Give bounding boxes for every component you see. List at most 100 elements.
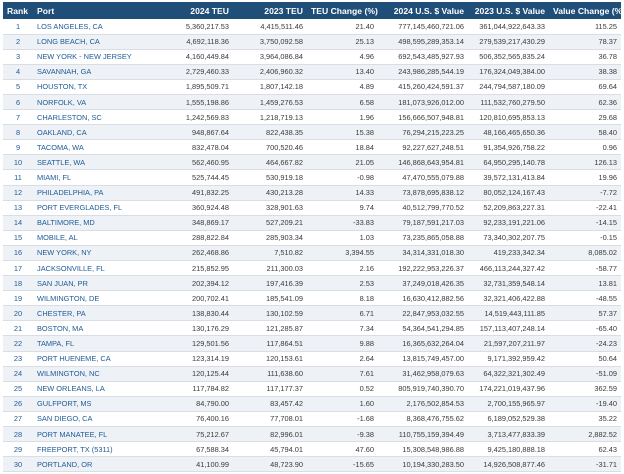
value-2024-cell: 181,073,926,012.00 [378, 94, 468, 111]
teu-change-cell: 21.05 [307, 154, 378, 171]
table-row[interactable]: 6 NORFOLK, VA 1,555,198.86 1,459,276.53 6.58… [3, 94, 621, 111]
header-teu-2024[interactable]: 2024 TEU [158, 2, 233, 19]
teu-2023-cell: 48,723.90 [233, 456, 307, 473]
table-row[interactable]: 10 SEATTLE, WA 562,460.95 464,667.82 21.05 14… [3, 154, 621, 171]
rank-cell: 21 [3, 320, 33, 337]
teu-change-cell: 1.96 [307, 109, 378, 126]
value-2024-cell: 10,194,330,283.50 [378, 456, 468, 473]
teu-2024-cell: 215,852.95 [158, 260, 233, 277]
value-2023-cell: 244,794,587,180.09 [468, 79, 549, 95]
rank-cell: 13 [3, 200, 33, 216]
value-2023-cell: 120,810,695,853.13 [468, 109, 549, 126]
teu-2023-cell: 430,213.28 [233, 185, 307, 201]
value-2023-cell: 506,352,565,835.24 [468, 49, 549, 65]
table-row[interactable]: 14 BALTIMORE, MD 348,869.17 527,209.21 -33.8… [3, 215, 621, 231]
value-change-cell: -0.15 [549, 230, 621, 246]
table-body: 1 LOS ANGELES, CA 5,360,217.53 4,415,511.46… [3, 19, 621, 473]
table-row[interactable]: 22 TAMPA, FL 129,501.56 117,864.51 9.88 16,36… [3, 335, 621, 352]
header-teu-2023[interactable]: 2023 TEU [233, 2, 307, 19]
port-cell: PORT HUENEME, CA [33, 351, 158, 367]
value-change-cell: -24.23 [549, 335, 621, 352]
table-row[interactable]: 11 MIAMI, FL 525,744.45 530,919.18 -0.98 47,4… [3, 169, 621, 186]
table-row[interactable]: 30 PORTLAND, OR 41,100.99 48,723.90 -15.65 10… [3, 456, 621, 473]
value-2024-cell: 156,666,507,948.81 [378, 109, 468, 126]
table-row[interactable]: 20 CHESTER, PA 138,830.44 130,102.59 6.71 22,… [3, 305, 621, 322]
value-2023-cell: 39,572,131,413.84 [468, 169, 549, 186]
port-cell: CHESTER, PA [33, 305, 158, 322]
value-2023-cell: 64,322,321,302.49 [468, 366, 549, 382]
table-row[interactable]: 15 MOBILE, AL 288,822.84 285,903.34 1.03 73,2… [3, 230, 621, 246]
value-change-cell: 2,882.52 [549, 426, 621, 443]
table-row[interactable]: 8 OAKLAND, CA 948,867.64 822,438.35 15.38 76,… [3, 124, 621, 141]
value-2023-cell: 111,532,760,279.50 [468, 94, 549, 111]
teu-2023-cell: 7,510.82 [233, 245, 307, 262]
table-row[interactable]: 23 PORT HUENEME, CA 123,314.19 120,153.61 2.… [3, 351, 621, 367]
table-row[interactable]: 7 CHARLESTON, SC 1,242,569.83 1,218,719.13 1… [3, 109, 621, 126]
value-2024-cell: 2,176,502,854.53 [378, 396, 468, 412]
table-row[interactable]: 19 WILMINGTON, DE 200,702.41 185,541.09 8.18… [3, 290, 621, 307]
teu-2024-cell: 4,160,449.84 [158, 49, 233, 65]
header-rank[interactable]: Rank [3, 2, 33, 19]
rank-cell: 4 [3, 64, 33, 80]
table-row[interactable]: 16 NEW YORK, NY 262,468.86 7,510.82 3,394.55… [3, 245, 621, 262]
table-row[interactable]: 18 SAN JUAN, PR 202,394.12 197,416.39 2.53 37… [3, 275, 621, 292]
teu-2023-cell: 130,102.59 [233, 305, 307, 322]
value-2024-cell: 8,368,476,755.62 [378, 411, 468, 428]
table-row[interactable]: 1 LOS ANGELES, CA 5,360,217.53 4,415,511.46… [3, 19, 621, 35]
table-row[interactable]: 2 LONG BEACH, CA 4,692,118.36 3,750,092.58 2… [3, 34, 621, 50]
teu-change-cell: 6.71 [307, 305, 378, 322]
table-row[interactable]: 27 SAN DIEGO, CA 76,400.16 77,708.01 -1.68 8,… [3, 411, 621, 428]
port-cell: WILMINGTON, NC [33, 366, 158, 382]
rank-cell: 27 [3, 411, 33, 428]
header-teu-change[interactable]: TEU Change (%) [307, 2, 378, 19]
value-change-cell: -48.55 [549, 290, 621, 307]
port-cell: JACKSONVILLE, FL [33, 260, 158, 277]
teu-2024-cell: 948,867.64 [158, 124, 233, 141]
header-port[interactable]: Port [33, 2, 158, 19]
table-row[interactable]: 26 GULFPORT, MS 84,790.00 83,457.42 1.60 2,17… [3, 396, 621, 412]
rank-cell: 20 [3, 305, 33, 322]
teu-change-cell: 2.16 [307, 260, 378, 277]
teu-2024-cell: 5,360,217.53 [158, 19, 233, 35]
table-row[interactable]: 21 BOSTON, MA 130,176.29 121,285.87 7.34 54,3… [3, 320, 621, 337]
table-row[interactable]: 17 JACKSONVILLE, FL 215,852.95 211,300.03 2.… [3, 260, 621, 277]
teu-change-cell: -15.65 [307, 456, 378, 473]
table-row[interactable]: 4 SAVANNAH, GA 2,729,460.33 2,406,960.32 13.… [3, 64, 621, 80]
table-row[interactable]: 3 NEW YORK - NEW JERSEY 4,160,449.84 3,964,… [3, 49, 621, 65]
teu-2023-cell: 1,807,142.18 [233, 79, 307, 95]
header-value-change[interactable]: Value Change (%) [549, 2, 624, 19]
table-row[interactable]: 13 PORT EVERGLADES, FL 360,924.48 328,901.6… [3, 200, 621, 216]
teu-2023-cell: 77,708.01 [233, 411, 307, 428]
port-cell: MOBILE, AL [33, 230, 158, 246]
value-2023-cell: 157,113,407,248.14 [468, 320, 549, 337]
value-2023-cell: 2,700,155,965.97 [468, 396, 549, 412]
table-row[interactable]: 12 PHILADELPHIA, PA 491,832.25 430,213.28 14… [3, 185, 621, 201]
teu-change-cell: 2.64 [307, 351, 378, 367]
table-row[interactable]: 24 WILMINGTON, NC 120,125.44 111,638.60 7.61… [3, 366, 621, 382]
value-change-cell: 362.59 [549, 381, 621, 397]
teu-2023-cell: 45,794.01 [233, 441, 307, 458]
rank-cell: 17 [3, 260, 33, 277]
table-row[interactable]: 28 PORT MANATEE, FL 75,212.67 82,996.01 -9.3… [3, 426, 621, 443]
header-value-2024[interactable]: 2024 U.S. $ Value [378, 2, 468, 19]
rank-cell: 30 [3, 456, 33, 473]
value-change-cell: -7.72 [549, 185, 621, 201]
table-row[interactable]: 29 FREEPORT, TX (5311) 67,588.34 45,794.01 4… [3, 441, 621, 458]
teu-change-cell: 4.89 [307, 79, 378, 95]
table-row[interactable]: 5 HOUSTON, TX 1,895,509.71 1,807,142.18 4.89… [3, 79, 621, 95]
teu-2024-cell: 84,790.00 [158, 396, 233, 412]
table-row[interactable]: 9 TACOMA, WA 832,478.04 700,520.46 18.84 92,2… [3, 139, 621, 156]
teu-2023-cell: 464,667.82 [233, 154, 307, 171]
teu-2024-cell: 202,394.12 [158, 275, 233, 292]
teu-change-cell: 3,394.55 [307, 245, 378, 262]
teu-change-cell: 21.40 [307, 19, 378, 35]
rank-cell: 23 [3, 351, 33, 367]
header-value-2023[interactable]: 2023 U.S. $ Value [468, 2, 549, 19]
value-2023-cell: 64,950,295,140.78 [468, 154, 549, 171]
table-row[interactable]: 25 NEW ORLEANS, LA 117,784.82 117,177.37 0.5… [3, 381, 621, 397]
value-2024-cell: 192,222,953,226.37 [378, 260, 468, 277]
teu-2023-cell: 4,415,511.46 [233, 19, 307, 35]
port-cell: FREEPORT, TX (5311) [33, 441, 158, 458]
port-cell: CHARLESTON, SC [33, 109, 158, 126]
value-2023-cell: 73,340,302,207.75 [468, 230, 549, 246]
